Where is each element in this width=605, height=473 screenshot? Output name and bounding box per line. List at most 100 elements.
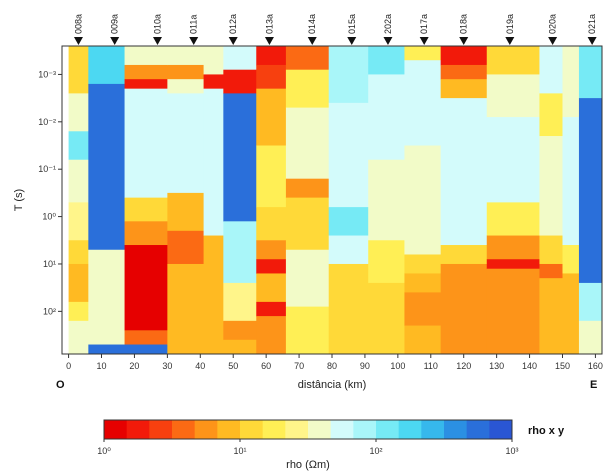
- colorbar-swatch: [421, 420, 445, 439]
- orientation-east-label: E: [590, 379, 597, 391]
- station-label: 014a: [307, 14, 317, 34]
- heatmap-cell-8-4: [328, 263, 369, 355]
- station-label: 021a: [587, 14, 597, 34]
- heatmap-cell-10-0: [404, 46, 442, 61]
- station-label: 012a: [228, 14, 238, 34]
- station-marker: [587, 37, 597, 45]
- colorbar-tick-label: 10¹: [233, 446, 246, 456]
- heatmap-cell-8-1: [328, 102, 369, 208]
- heatmap-cell-15-1: [578, 98, 603, 284]
- x-axis-label: distância (km): [298, 379, 366, 391]
- heatmap-cell-10-6: [404, 292, 442, 326]
- heatmap-cell-7-0: [285, 46, 330, 71]
- heatmap-cell-12-3: [486, 202, 540, 236]
- heatmap-cell-0-7: [68, 301, 89, 322]
- station-marker: [383, 37, 393, 45]
- heatmap-cell-11-4: [440, 154, 488, 246]
- heatmap-cell-6-1: [256, 64, 287, 90]
- heatmap-cell-2-3: [124, 88, 168, 199]
- heatmap-cell-0-4: [68, 202, 89, 241]
- colorbar-tick-label: 10²: [369, 446, 382, 456]
- heatmap-cell-0-8: [68, 320, 89, 355]
- station-label: 202a: [383, 14, 393, 34]
- x-tick-label: 70: [294, 361, 304, 371]
- x-tick-label: 50: [228, 361, 238, 371]
- y-tick-label: 10⁰: [42, 212, 56, 222]
- heatmap-cell-4-0: [203, 46, 224, 75]
- heatmap-cell-0-2: [68, 131, 89, 161]
- station-marker: [73, 37, 83, 45]
- heatmap-cell-13-3: [539, 235, 563, 265]
- heatmap-cell-11-6: [440, 263, 488, 355]
- heatmap-cell-14-0: [562, 46, 580, 118]
- station-marker: [110, 37, 120, 45]
- heatmap-cell-6-2: [256, 88, 287, 146]
- colorbar-swatch: [126, 420, 150, 439]
- station-label: 019a: [505, 14, 515, 34]
- heatmap-cell-12-4: [486, 235, 540, 260]
- heatmap-cell-6-6: [256, 259, 287, 274]
- station-marker: [548, 37, 558, 45]
- heatmap-cell-10-4: [404, 254, 442, 274]
- heatmap-cell-13-4: [539, 263, 563, 279]
- heatmap-cell-6-4: [256, 207, 287, 241]
- station-label: 009a: [110, 14, 120, 34]
- y-tick-label: 10¹: [43, 259, 56, 269]
- colorbar: 10⁰ 10¹ 10² 10³: [97, 419, 519, 456]
- heatmap-cell-2-8: [124, 344, 168, 355]
- heatmap-cell-12-1: [486, 74, 540, 118]
- heatmap-cell-9-2: [368, 159, 405, 241]
- station-label: 013a: [264, 14, 274, 34]
- heatmap-cell-9-1: [368, 74, 405, 161]
- y-tick-label: 10²: [43, 306, 56, 316]
- y-axis-label: T (s): [13, 189, 25, 211]
- heatmap-cell-0-6: [68, 263, 89, 303]
- heatmap-cell-9-3: [368, 240, 405, 284]
- heatmap-cell-1-4: [88, 344, 125, 355]
- heatmap-cell-10-3: [404, 197, 442, 255]
- y-tick-label: 10⁻²: [38, 117, 56, 127]
- heatmap-cell-1-1: [88, 83, 125, 251]
- x-tick-label: 60: [261, 361, 271, 371]
- heatmap-cell-8-3: [328, 235, 369, 265]
- heatmap-cell-12-2: [486, 117, 540, 203]
- heatmap-cell-0-0: [68, 46, 89, 94]
- heatmap-cell-1-3: [88, 311, 125, 345]
- heatmap-cell-7-2: [285, 107, 330, 180]
- y-tick-label: 10⁻³: [38, 69, 56, 79]
- heatmap-cell-1-2: [88, 249, 125, 312]
- x-tick-label: 110: [424, 361, 438, 371]
- colorbar-swatch: [308, 420, 332, 439]
- heatmap-cell-13-2: [539, 136, 563, 236]
- station-label: 017a: [419, 14, 429, 34]
- heatmap-cell-7-4: [285, 197, 330, 251]
- heatmap-cells: [68, 46, 603, 355]
- heatmap-cell-15-2: [578, 282, 603, 322]
- heatmap-cell-15-3: [578, 320, 603, 355]
- x-tick-label: 130: [489, 361, 504, 371]
- heatmap-cell-2-6: [124, 245, 168, 331]
- heatmap-cell-10-2: [404, 145, 442, 199]
- colorbar-tick-label: 10⁰: [97, 446, 111, 456]
- station-marker: [505, 37, 515, 45]
- heatmap-cell-5-3: [223, 221, 257, 284]
- heatmap-cell-2-5: [124, 221, 168, 246]
- heatmap-cell-11-1: [440, 64, 488, 80]
- heatmap-cell-7-3: [285, 178, 330, 199]
- heatmap-cell-8-0: [328, 46, 369, 104]
- colorbar-swatch: [466, 420, 490, 439]
- heatmap-cell-12-7: [486, 292, 540, 355]
- x-tick-label: 100: [390, 361, 405, 371]
- heatmap-cell-14-1: [562, 117, 580, 246]
- colorbar-title: rho x y: [528, 425, 565, 437]
- heatmap-cell-3-3: [167, 93, 204, 194]
- heatmap-cell-13-0: [539, 46, 563, 94]
- heatmap-cell-3-2: [167, 79, 204, 94]
- heatmap-cell-12-5: [486, 259, 540, 270]
- station-marker: [347, 37, 357, 45]
- heatmap-cell-2-4: [124, 197, 168, 222]
- heatmap-cell-3-0: [167, 46, 204, 66]
- station-marker: [307, 37, 317, 45]
- heatmap-cell-12-0: [486, 46, 540, 75]
- heatmap-cell-0-5: [68, 240, 89, 265]
